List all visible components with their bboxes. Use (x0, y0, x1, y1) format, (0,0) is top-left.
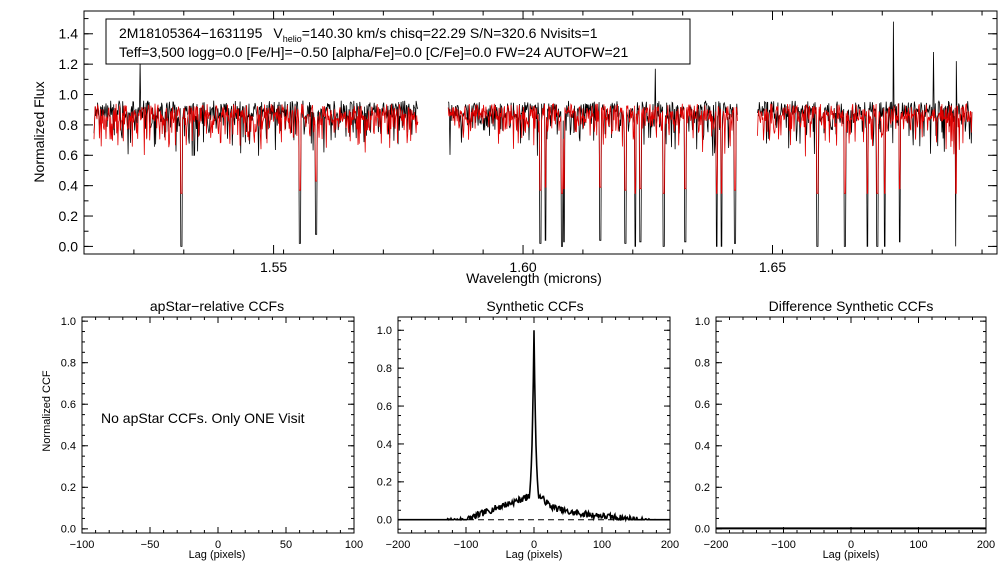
spectrum-y-tick-label: 0.4 (59, 178, 79, 194)
spectrum-x-axis-label: Wavelength (microns) (466, 270, 602, 286)
difference-ccf-y-tick-label: 0.6 (695, 399, 710, 411)
difference-ccf-x-ticks: −200 −100 0 100 200 (704, 317, 995, 551)
spectrum-y-axis-label: Normalized Flux (31, 81, 47, 182)
spectrum-y-ticks: 0.0 0.2 0.4 0.6 0.8 1.0 1.2 1.4 (59, 18, 997, 254)
star-info-box (105, 18, 691, 65)
spectrum-x-tick-label: 1.55 (260, 259, 287, 275)
apstar-ccf-x-tick-label: 100 (345, 539, 363, 551)
apstar-ccf-x-ticks: −100 −50 0 50 100 (70, 317, 363, 551)
spectrum-x-tick-label: 1.60 (509, 259, 536, 275)
synthetic-ccf-x-tick-label: 0 (531, 539, 537, 551)
difference-ccf-title: Difference Synthetic CCFs (769, 298, 934, 314)
spectrum-y-tick-label: 1.4 (59, 26, 79, 42)
spectrum-y-tick-label: 0.8 (59, 117, 79, 133)
synthetic-ccf-y-tick-label: 0.4 (377, 439, 392, 451)
spectrum-series-1-segment-2 (757, 103, 973, 194)
difference-ccf-x-axis-label: Lag (pixels) (823, 549, 880, 561)
apstar-ccf-x-tick-label: 50 (280, 539, 292, 551)
apstar-ccf-y-ticks: 0.0 0.2 0.4 0.6 0.8 1.0 (61, 316, 354, 536)
ccf-y-axis-label: Normalized CCF (41, 370, 53, 452)
synthetic-ccf-x-axis-label: Lag (pixels) (506, 549, 563, 561)
synthetic-ccf-y-tick-label: 0.8 (377, 363, 392, 375)
spectrum-x-tick-label: 1.65 (759, 259, 786, 275)
synthetic-ccf-x-tick-label: 100 (593, 539, 611, 551)
apstar-ccf-x-tick-label: −100 (70, 539, 95, 551)
apstar-ccf-message: No apStar CCFs. Only ONE Visit (101, 410, 305, 426)
difference-ccf-y-tick-label: 0.2 (695, 482, 710, 494)
spectrum-x-ticks: 1.55 1.60 1.65 (83, 11, 983, 275)
apstar-ccf-y-tick-label: 0.0 (61, 524, 76, 536)
synthetic-ccf-curve (398, 330, 670, 523)
synthetic-ccf-panel: Synthetic CCFs −200 −100 0 100 200 0.0 0.2 0.4… (377, 298, 679, 561)
difference-ccf-y-tick-label: 0.4 (695, 441, 710, 453)
synthetic-ccf-y-tick-label: 1.0 (377, 325, 392, 337)
spectrum-panel: 1.55 1.60 1.65 0.0 0.2 0.4 0.6 0.8 1.0 1.2 1.4 Wa… (31, 10, 998, 286)
synthetic-ccf-x-tick-label: 200 (661, 539, 679, 551)
spectrum-y-tick-label: 0.2 (59, 208, 79, 224)
spectrum-y-tick-label: 1.0 (59, 86, 79, 102)
difference-ccf-y-tick-label: 0.8 (695, 358, 710, 370)
synthetic-ccf-title: Synthetic CCFs (486, 298, 583, 314)
star-info-line-1: 2M18105364−1631195 Vhelio=140.30 km/s chi… (119, 25, 598, 44)
difference-ccf-y-tick-label: 0.0 (695, 524, 710, 536)
spectrum-series-0-segment-0 (93, 61, 419, 247)
synthetic-ccf-y-tick-label: 0.2 (377, 477, 392, 489)
apstar-ccf-x-tick-label: −50 (141, 539, 160, 551)
apstar-ccf-y-tick-label: 0.2 (61, 482, 76, 494)
spectrum-traces (93, 21, 973, 247)
spectrum-y-tick-label: 0.0 (59, 238, 79, 254)
difference-ccf-x-tick-label: 0 (848, 539, 854, 551)
apstar-ccf-y-tick-label: 0.8 (61, 358, 76, 370)
synthetic-ccf-y-tick-label: 0.6 (377, 401, 392, 413)
spectrum-y-tick-label: 0.6 (59, 147, 79, 163)
velocity-symbol: V (273, 25, 283, 41)
star-id: 2M18105364−1631195 (119, 25, 263, 41)
difference-ccf-y-tick-label: 1.0 (695, 316, 710, 328)
apstar-ccf-y-tick-label: 0.6 (61, 399, 76, 411)
difference-ccf-x-tick-label: 200 (977, 539, 995, 551)
apstar-ccf-title: apStar−relative CCFs (150, 298, 284, 314)
synthetic-ccf-x-tick-label: −200 (386, 539, 411, 551)
star-stats: =140.30 km/s chisq=22.29 S/N=320.6 Nvisi… (302, 25, 598, 41)
velocity-subscript: helio (283, 34, 302, 44)
spectrum-y-tick-label: 1.2 (59, 56, 79, 72)
apstar-ccf-y-tick-label: 1.0 (61, 316, 76, 328)
difference-ccf-x-tick-label: −100 (771, 539, 796, 551)
star-info-line-2: Teff=3,500 logg=0.0 [Fe/H]=−0.50 [alpha/… (119, 44, 628, 60)
spectrum-plot-frame (83, 10, 998, 255)
synthetic-ccf-y-ticks: 0.0 0.2 0.4 0.6 0.8 1.0 (377, 320, 670, 530)
apstar-ccf-y-tick-label: 0.4 (61, 441, 76, 453)
synthetic-ccf-x-tick-label: −100 (454, 539, 479, 551)
synthetic-ccf-x-ticks: −200 −100 0 100 200 (386, 317, 679, 551)
spectrum-series-1-segment-1 (447, 102, 738, 194)
apstar-ccf-panel: apStar−relative CCFs −100 −50 0 50 100 0.00.… (41, 298, 363, 561)
synthetic-ccf-y-tick-label: 0.0 (377, 515, 392, 527)
difference-ccf-x-tick-label: 100 (909, 539, 927, 551)
difference-ccf-x-tick-label: −200 (704, 539, 729, 551)
synthetic-ccf-traces (398, 330, 670, 523)
difference-ccf-y-ticks: 0.0 0.2 0.4 0.6 0.8 1.0 (695, 316, 986, 536)
spectrum-series-1-segment-0 (93, 103, 419, 194)
apstar-ccf-x-axis-label: Lag (pixels) (189, 549, 246, 561)
difference-ccf-panel: Difference Synthetic CCFs −200 −100 0 100 20… (695, 298, 995, 561)
apstar-ccf-x-tick-label: 0 (215, 539, 221, 551)
